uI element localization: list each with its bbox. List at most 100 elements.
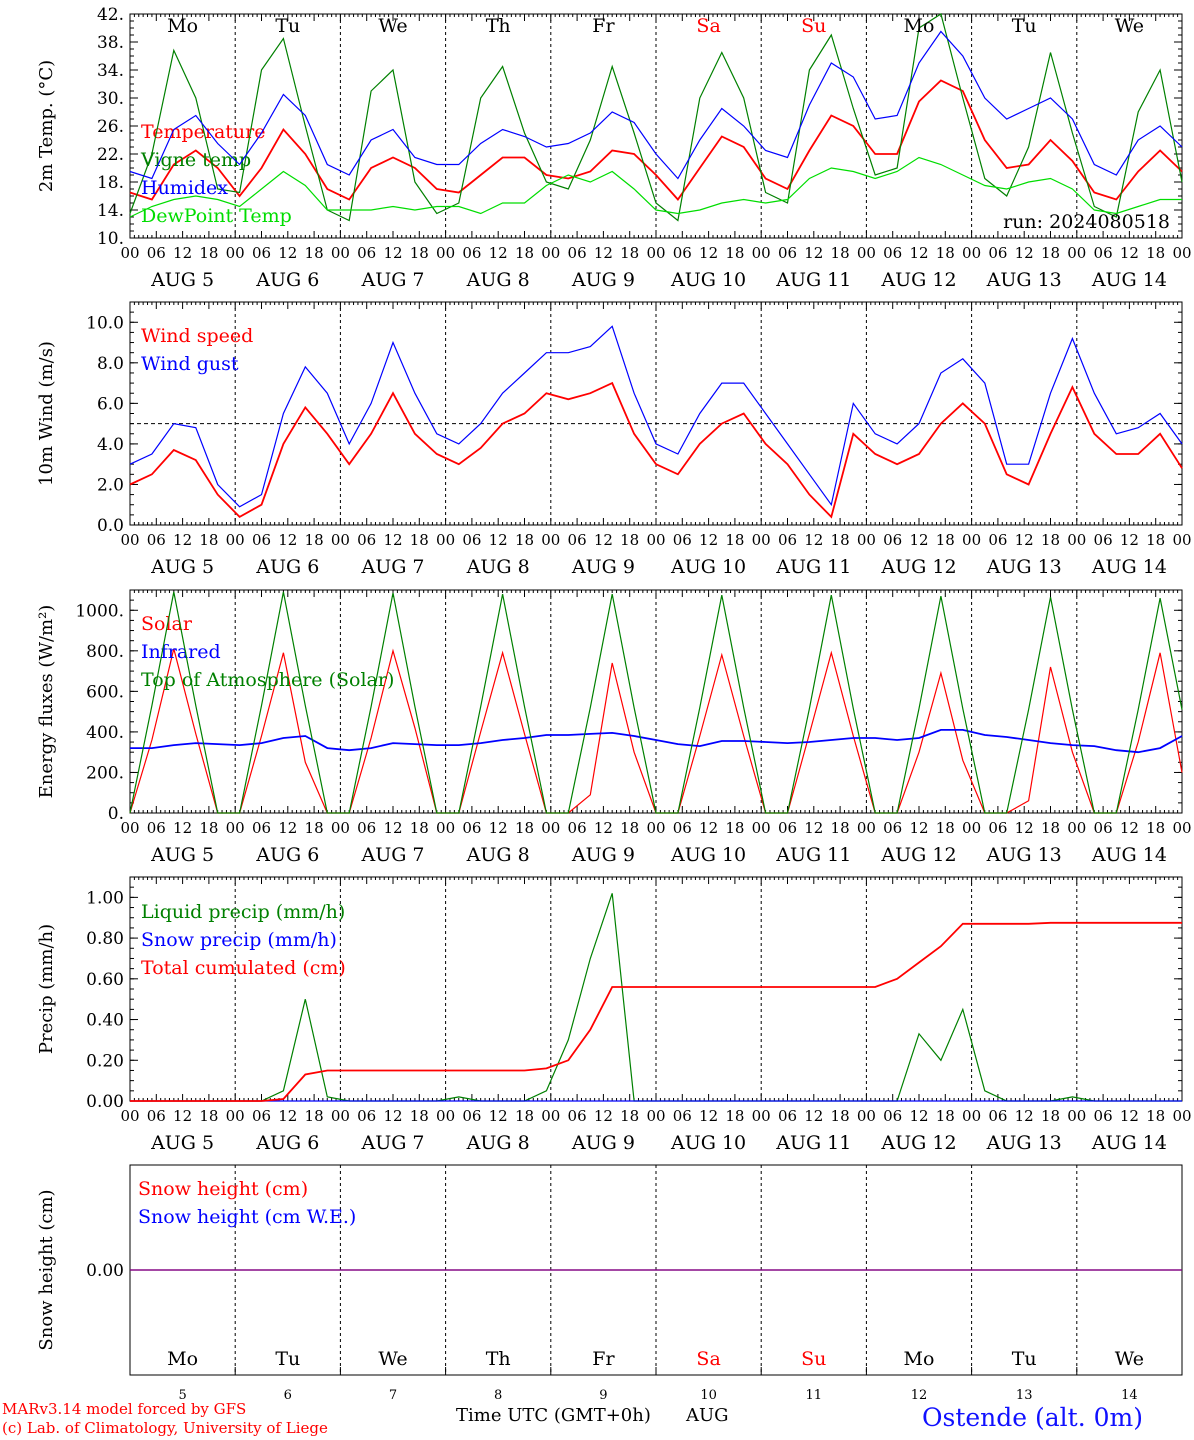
hour-label: 06 [252,819,271,837]
day-number-label: 13 [1016,1388,1033,1403]
legend-entry: DewPoint Temp [141,205,292,227]
hour-label: 18 [831,244,850,262]
hour-label: 06 [673,1107,692,1125]
date-label: AUG 7 [360,269,424,291]
hour-label: 12 [804,244,823,262]
date-label: AUG 14 [1091,269,1167,291]
hour-label: 18 [305,819,324,837]
hour-label: 18 [1146,1107,1165,1125]
day-name-label: We [378,1348,407,1370]
hour-label: 00 [857,531,876,549]
hour-label: 12 [699,819,718,837]
date-label: AUG 6 [255,269,319,291]
date-label: AUG 12 [880,269,956,291]
day-number-label: 11 [806,1388,823,1403]
hour-label: 00 [752,819,771,837]
hour-label: 12 [383,819,402,837]
hour-label: 06 [673,531,692,549]
hour-label: 18 [725,819,744,837]
y-tick-label: 42. [97,5,124,25]
y-tick-label: 6.0 [97,394,124,414]
y-axis-label: 2m Temp. (°C) [36,60,57,192]
hour-label: 12 [173,244,192,262]
series-line [129,30,1183,180]
hour-label: 00 [226,819,245,837]
day-number-label: 12 [911,1388,928,1403]
hour-label: 12 [489,531,508,549]
hour-label: 18 [620,244,639,262]
hour-label: 00 [1172,819,1191,837]
legend-entry: Wind speed [141,325,253,347]
hour-label: 12 [594,244,613,262]
legend-entry: Snow height (cm) [138,1178,308,1200]
y-tick-label: 0. [108,804,124,824]
day-name-label: Sa [696,15,720,37]
hour-label: 18 [936,819,955,837]
hour-label: 06 [988,819,1007,837]
y-tick-label: 0.0 [97,516,124,536]
y-tick-label: 38. [97,33,124,53]
hour-label: 00 [1172,1107,1191,1125]
hour-label: 12 [278,244,297,262]
y-tick-label: 1.00 [86,888,124,908]
date-label: AUG 5 [150,556,214,578]
hour-label: 00 [1067,531,1086,549]
y-tick-label: 30. [97,89,124,109]
date-label: AUG 11 [775,269,851,291]
hour-label: 06 [568,244,587,262]
hour-label: 12 [804,1107,823,1125]
y-tick-label: 34. [97,61,124,81]
panel-frame [129,301,1183,526]
hour-label: 00 [541,1107,560,1125]
date-label: AUG 11 [775,844,851,866]
date-label: AUG 5 [150,844,214,866]
hour-label: 00 [226,531,245,549]
y-tick-label: 1000. [75,601,124,621]
hour-label: 18 [1146,531,1165,549]
hour-label: 06 [252,244,271,262]
hour-label: 00 [962,819,981,837]
day-name-label: Tu [1012,1348,1037,1370]
series-line [129,591,1183,814]
date-label: AUG 7 [360,556,424,578]
legend-entry: Humidex [141,177,228,199]
date-label: AUG 14 [1091,844,1167,866]
hour-label: 00 [436,819,455,837]
date-label: AUG 5 [150,1132,214,1154]
hour-label: 06 [252,531,271,549]
hour-label: 12 [804,531,823,549]
hour-label: 06 [1094,244,1113,262]
hour-label: 06 [673,819,692,837]
day-name-label: Su [801,15,826,37]
hour-label: 00 [120,244,139,262]
hour-label: 00 [541,244,560,262]
legend-entry: Infrared [141,641,221,663]
hour-label: 00 [857,819,876,837]
hour-label: 12 [278,1107,297,1125]
y-tick-label: 600. [86,682,124,702]
y-tick-label: 0.00 [86,1092,124,1112]
hour-label: 06 [357,1107,376,1125]
date-label: AUG 12 [880,1132,956,1154]
series-line [129,79,1183,201]
hour-label: 18 [305,1107,324,1125]
y-axis-label: Precip (mm/h) [36,924,57,1054]
hour-label: 06 [988,531,1007,549]
hour-label: 12 [173,1107,192,1125]
day-name-label: Mo [167,1348,198,1370]
legend-entry: Wind gust [141,353,239,375]
hour-label: 12 [1015,1107,1034,1125]
hour-label: 18 [831,531,850,549]
month-label: AUG [686,1405,729,1426]
legend-entry: Total cumulated (cm) [141,957,346,979]
hour-label: 00 [541,531,560,549]
hour-label: 00 [962,244,981,262]
hour-label: 06 [778,531,797,549]
hour-label: 18 [199,531,218,549]
date-label: AUG 13 [986,269,1062,291]
day-number-label: 5 [178,1388,186,1403]
y-tick-label: 14. [97,201,124,221]
hour-label: 06 [252,1107,271,1125]
hour-label: 06 [462,1107,481,1125]
day-number-label: 8 [494,1388,502,1403]
